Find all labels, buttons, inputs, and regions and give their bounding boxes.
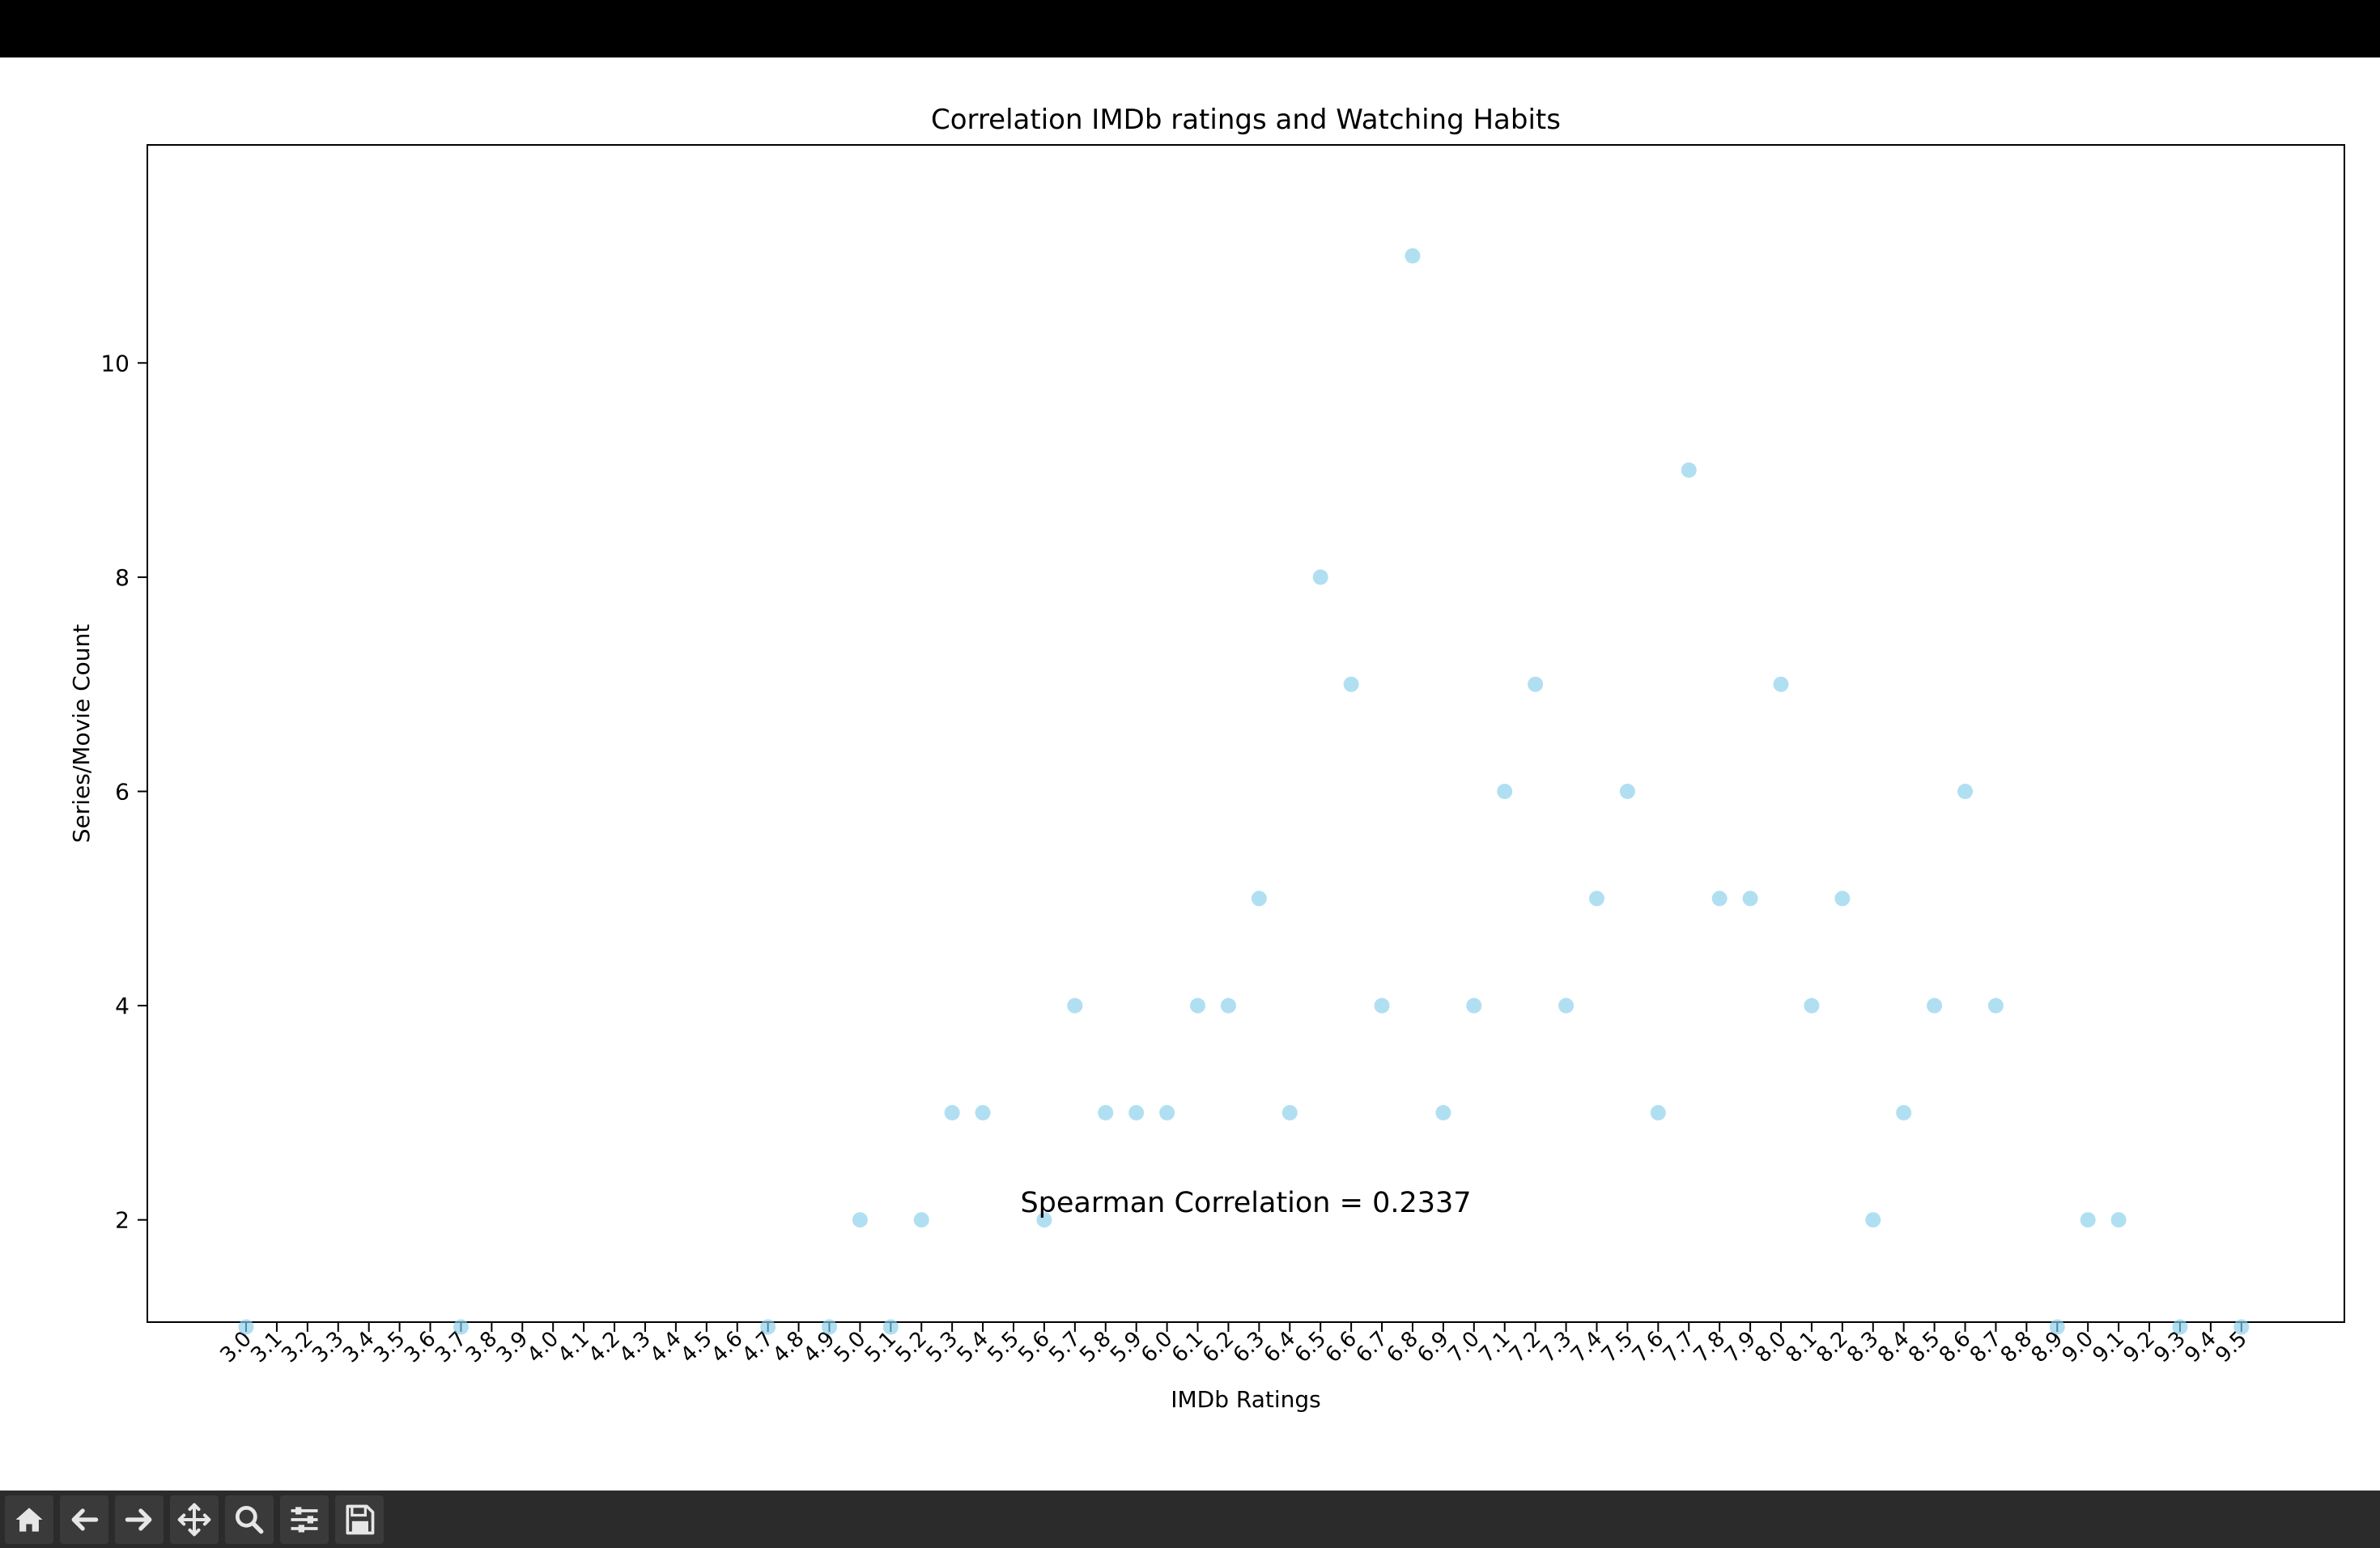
y-tick-label: 8	[115, 564, 130, 591]
data-point	[1834, 891, 1851, 907]
x-axis-ticks: 3.03.13.23.33.43.53.63.73.83.94.04.14.24…	[215, 1322, 2252, 1367]
save-button[interactable]	[335, 1495, 384, 1544]
home-button[interactable]	[5, 1495, 53, 1544]
data-point	[882, 1319, 899, 1335]
data-point	[2172, 1319, 2188, 1335]
y-axis-ticks: 2 4 6 8 10	[100, 350, 147, 1234]
spearman-annotation: Spearman Correlation = 0.2337	[1020, 1187, 1471, 1219]
data-point	[1466, 997, 1482, 1014]
data-point	[2233, 1319, 2250, 1335]
data-point	[1281, 1104, 1298, 1121]
data-point	[1957, 784, 1974, 799]
home-icon	[15, 1507, 43, 1532]
configure-subplots-button[interactable]	[280, 1495, 329, 1544]
data-point	[913, 1212, 929, 1228]
data-point	[1742, 891, 1758, 907]
data-point	[1405, 248, 1421, 264]
y-tick-label: 6	[115, 779, 130, 806]
data-point	[1497, 784, 1513, 799]
data-point	[453, 1319, 469, 1335]
scatter-chart: Correlation IMDb ratings and Watching Ha…	[68, 104, 2345, 1413]
chart-title: Correlation IMDb ratings and Watching Ha…	[931, 104, 1561, 136]
window-title-bar	[0, 0, 2380, 57]
configure-subplots-icon	[291, 1506, 318, 1533]
zoom-button[interactable]	[225, 1495, 274, 1544]
data-point	[1312, 569, 1328, 585]
data-point	[1036, 1212, 1052, 1228]
data-point	[1435, 1104, 1451, 1121]
forward-arrow-icon	[125, 1508, 152, 1531]
save-floppy-icon	[346, 1504, 375, 1534]
data-point	[1128, 1104, 1145, 1121]
pan-move-icon	[177, 1503, 211, 1536]
data-point	[1374, 997, 1390, 1014]
data-point	[1773, 676, 1789, 692]
data-point	[852, 1212, 868, 1228]
data-point	[1804, 997, 1820, 1014]
data-point	[1896, 1104, 1912, 1121]
back-button[interactable]	[60, 1495, 108, 1544]
pan-button[interactable]	[170, 1495, 219, 1544]
y-axis-label: Series/Movie Count	[68, 624, 95, 843]
data-point	[1681, 462, 1697, 478]
back-arrow-icon	[71, 1508, 99, 1531]
zoom-magnifier-icon	[235, 1505, 264, 1533]
data-point	[975, 1104, 991, 1121]
plot-area-frame	[147, 144, 2345, 1323]
data-point	[2110, 1212, 2127, 1228]
y-tick-label: 10	[100, 350, 130, 376]
data-point	[944, 1104, 960, 1121]
data-point	[1558, 997, 1575, 1014]
data-point	[1098, 1104, 1114, 1121]
data-point	[1190, 997, 1206, 1014]
data-point	[1588, 891, 1604, 907]
data-point	[238, 1319, 254, 1335]
data-point	[1650, 1104, 1666, 1121]
navigation-toolbar	[0, 1491, 2380, 1548]
data-point	[760, 1319, 776, 1335]
y-tick-label: 2	[115, 1207, 130, 1234]
data-point	[1619, 784, 1635, 799]
y-tick-label: 4	[115, 993, 130, 1019]
data-point	[1251, 891, 1267, 907]
data-point	[1159, 1104, 1175, 1121]
data-point	[1987, 997, 2004, 1014]
data-point	[1927, 997, 1943, 1014]
data-point	[821, 1319, 837, 1335]
figure-canvas: Correlation IMDb ratings and Watching Ha…	[0, 57, 2380, 1491]
data-point	[1067, 997, 1083, 1014]
data-point	[1220, 997, 1236, 1014]
data-point	[1865, 1212, 1881, 1228]
forward-button[interactable]	[115, 1495, 164, 1544]
data-point	[2049, 1319, 2065, 1335]
x-axis-label: IMDb Ratings	[1171, 1386, 1321, 1413]
data-point	[1343, 676, 1359, 692]
data-point	[1711, 891, 1728, 907]
data-point	[2080, 1212, 2096, 1228]
data-point	[1528, 676, 1544, 692]
data-points	[238, 248, 2250, 1335]
